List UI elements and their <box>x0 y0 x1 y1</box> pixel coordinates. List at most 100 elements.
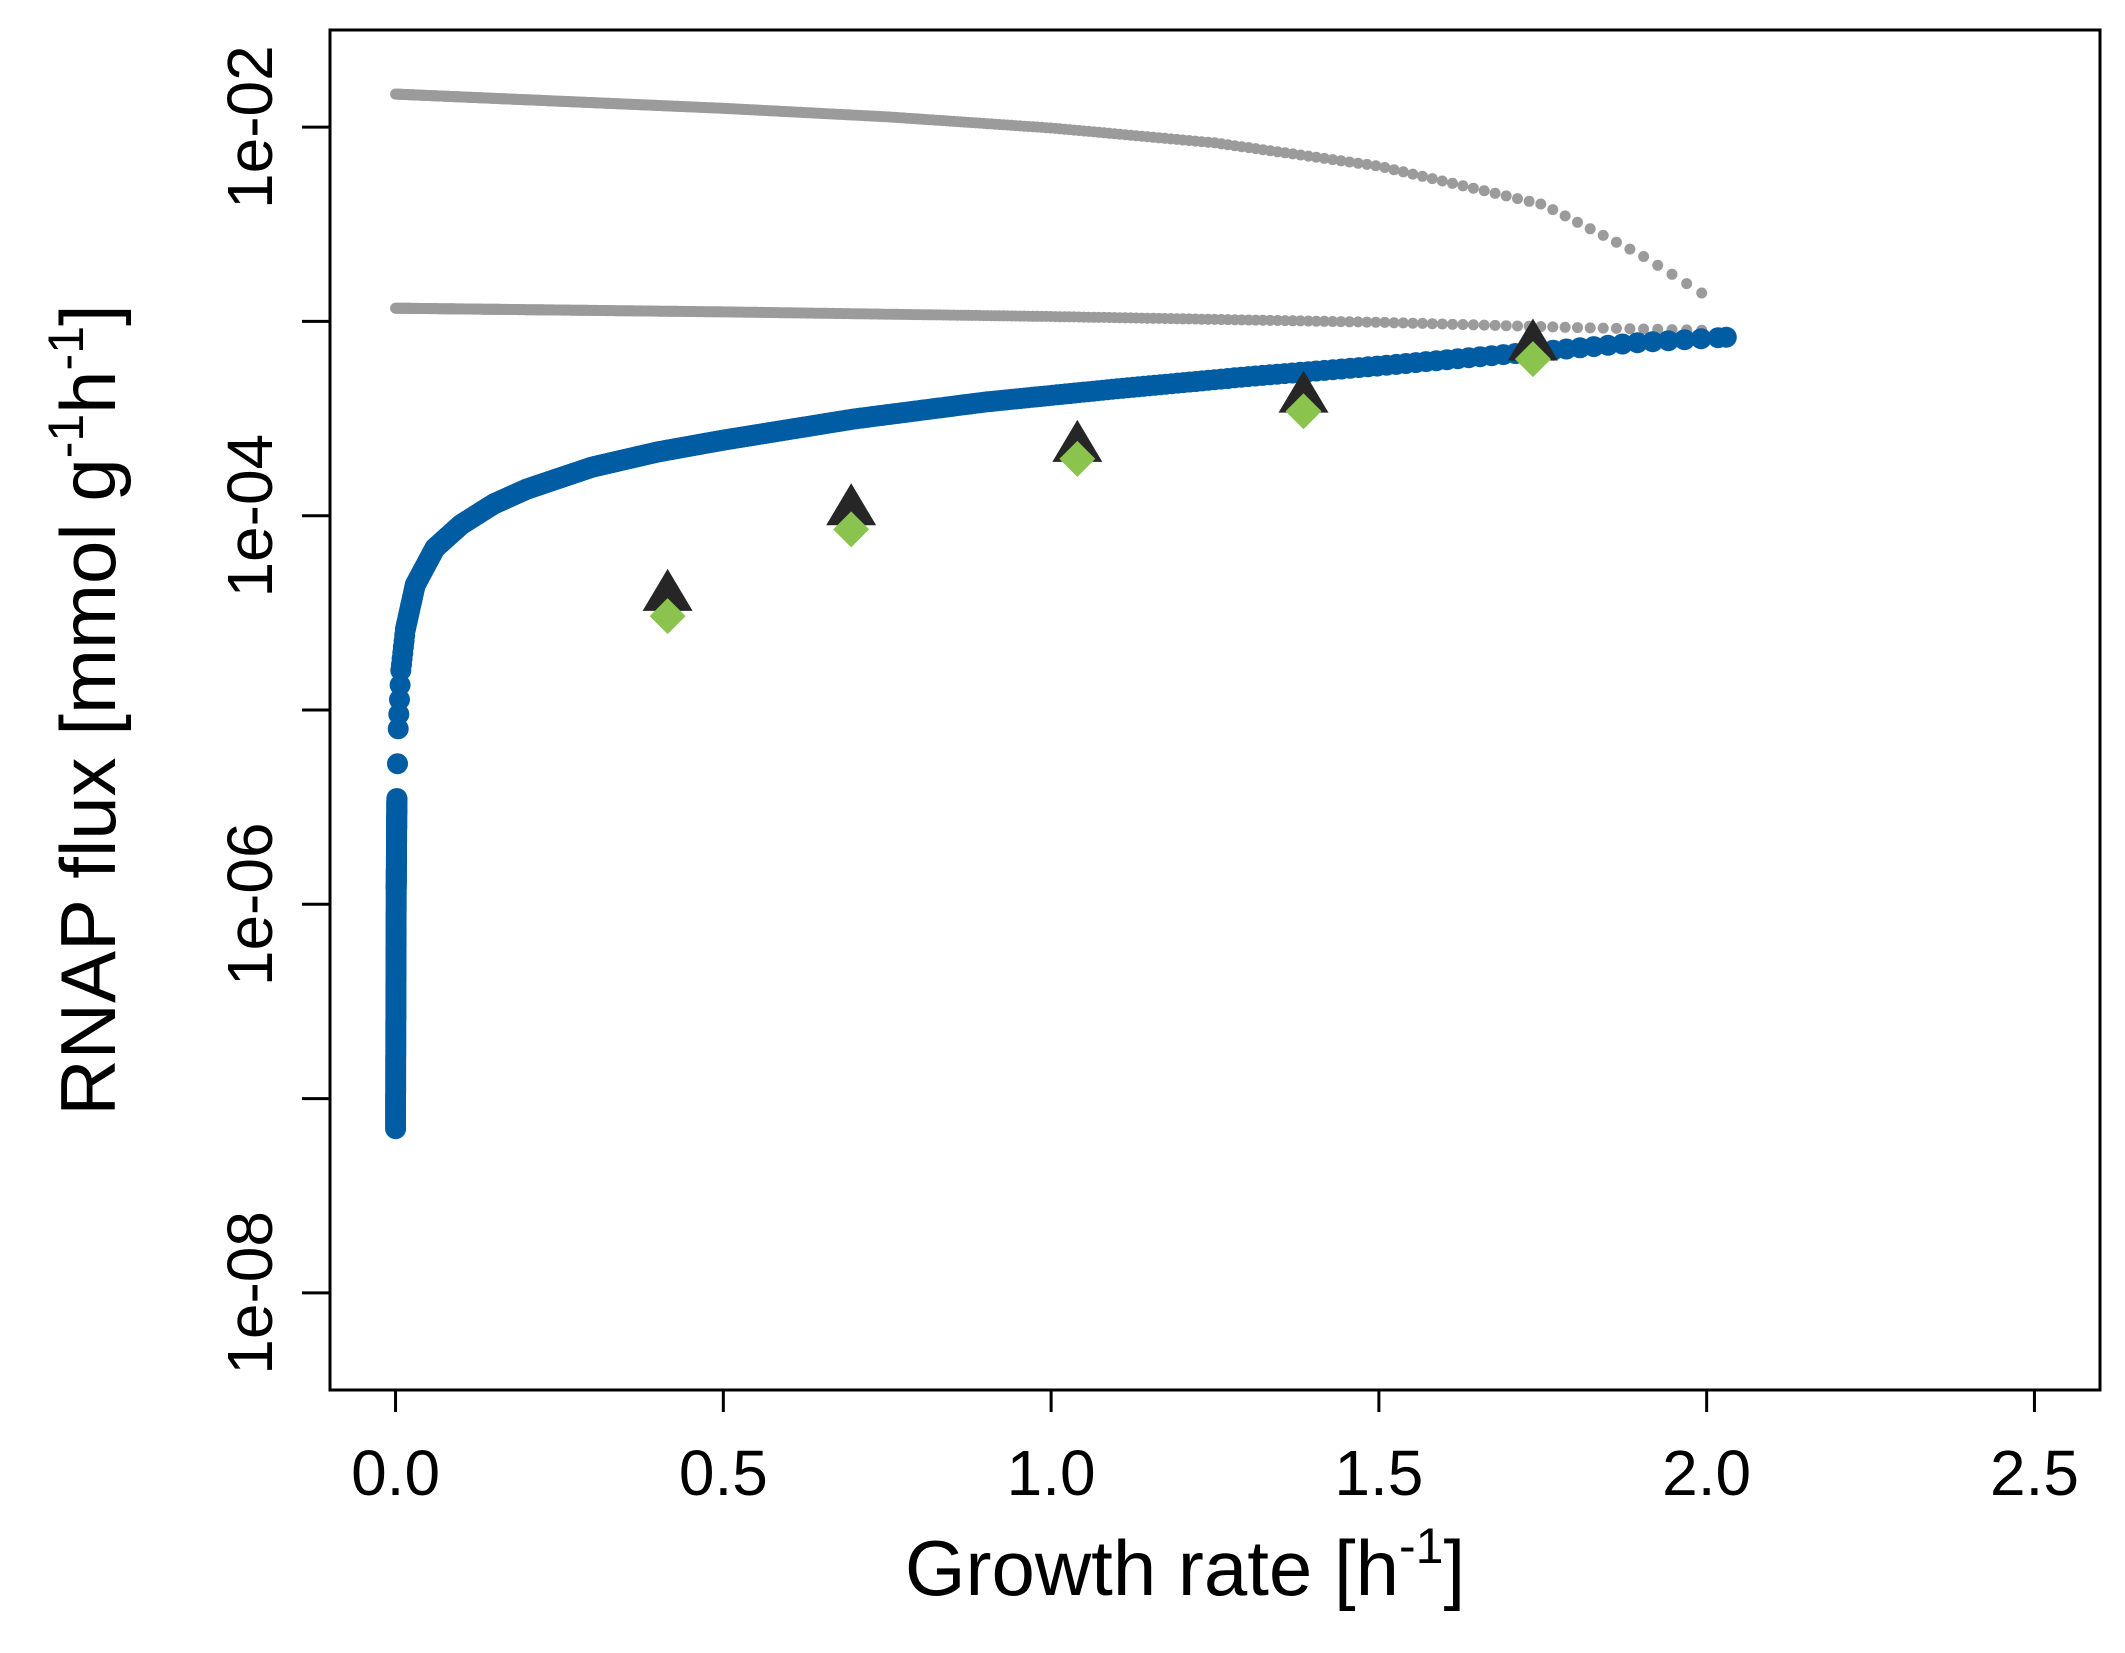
x-tick-label: 1.5 <box>1334 1437 1423 1509</box>
gray-upper-dotted-point <box>1652 259 1664 271</box>
gray-upper-dotted-point <box>1361 158 1373 170</box>
gray-lower-dotted-point <box>1379 316 1391 328</box>
x-tick-label: 2.0 <box>1662 1437 1751 1509</box>
gray-upper-dotted-point <box>1624 243 1636 255</box>
plot-frame <box>328 28 2102 1392</box>
gray-lower-dotted-point <box>1397 317 1409 329</box>
gray-lower-dotted-point <box>1610 322 1622 334</box>
gray-upper-dotted-point <box>1681 278 1693 290</box>
x-axis-title: Growth rate [h-1] <box>905 1518 1465 1612</box>
x-tick-label: 1.0 <box>1007 1437 1096 1509</box>
blue-model-point <box>1690 328 1712 350</box>
gray-lower-dotted-point <box>1417 317 1428 329</box>
gray-upper-dotted-point <box>1388 164 1400 176</box>
gray-upper-dotted-point <box>1638 251 1650 262</box>
blue-model-point <box>1715 326 1737 348</box>
x-tick-label: 2.5 <box>1990 1437 2079 1509</box>
triangle-point <box>642 568 693 611</box>
gray-lower-dotted-point <box>1489 319 1501 331</box>
y-axis: 1e-02 1e-04 1e-06 1e-08 <box>214 45 332 1375</box>
gray-lower-dotted-point <box>1457 319 1469 330</box>
gray-upper-dotted-point <box>1489 187 1501 199</box>
gray-lower-dotted-point <box>1327 316 1339 327</box>
gray-upper-dotted-point <box>1407 168 1419 180</box>
gray-upper-dotted-point <box>1447 177 1458 189</box>
gray-upper-dotted-point <box>1344 156 1355 168</box>
x-tick-label: 0.5 <box>679 1437 768 1509</box>
gray-upper-dotted-point <box>1436 175 1448 187</box>
gray-upper-dotted-point <box>1370 160 1382 172</box>
gray-lower-dotted-point <box>1361 316 1373 328</box>
gray-upper-dotted-point <box>1547 204 1559 216</box>
blue-model-point <box>1626 332 1648 354</box>
gray-upper-dotted-point <box>1478 185 1490 197</box>
gray-lower-dotted-point <box>1388 317 1400 329</box>
y-tick-label: 1e-04 <box>214 434 286 598</box>
gray-lower-dotted-point <box>1624 323 1636 335</box>
gray-upper-dotted-point <box>1512 193 1523 205</box>
gray-lower-dotted-point <box>1547 321 1559 333</box>
gray-lower-dotted-point <box>1318 315 1330 327</box>
gray-lower-dotted-point <box>1478 319 1490 331</box>
y-axis-title: RNAP flux [mmol g-1h-1] <box>38 304 132 1115</box>
blue-model-point <box>1674 329 1695 351</box>
y-tick-label: 1e-02 <box>214 45 286 209</box>
gray-upper-dotted-point <box>1318 152 1330 164</box>
gray-lower-dotted-point <box>1287 315 1299 327</box>
triangle-point <box>1278 370 1329 413</box>
gray-upper-dotted-point <box>1310 151 1322 163</box>
gray-lower-dotted-point <box>1500 320 1512 332</box>
gray-lower-dotted-point <box>1584 322 1596 334</box>
blue-model-point <box>1657 330 1679 352</box>
y-tick-label: 1e-08 <box>214 1211 286 1375</box>
gray-lower-dotted-point <box>1436 318 1448 330</box>
gray-upper-dotted-point <box>1559 210 1571 222</box>
gray-lower-dotted-point <box>1638 323 1650 335</box>
gray-upper-dotted-point <box>1666 268 1678 280</box>
gray-lower-dotted-point <box>1426 318 1438 330</box>
gray-upper-dotted-point <box>1535 198 1547 210</box>
gray-upper-dotted-point <box>1572 216 1583 228</box>
gray-upper-dotted-point <box>1696 287 1708 299</box>
gray-lower-dotted-point <box>1310 315 1322 327</box>
gray-lower-dotted-point <box>1512 320 1523 332</box>
diamond-point <box>1514 341 1551 378</box>
gray-lower-dotted-point <box>1370 316 1382 328</box>
gray-upper-dotted-point <box>1597 229 1609 241</box>
gray-lower-dotted-point <box>1572 322 1583 334</box>
x-tick-label: 0.0 <box>351 1437 440 1509</box>
triangle-point <box>1052 419 1103 462</box>
gray-upper-dotted-point <box>1327 154 1339 166</box>
gray-upper-dotted-point <box>1352 157 1364 169</box>
gray-lower-dotted-point <box>1597 322 1609 334</box>
diamond-point <box>833 511 870 548</box>
gray-upper-dotted-point <box>1467 182 1479 194</box>
gray-lower-dotted-point <box>1302 315 1314 327</box>
blue-model-point <box>386 788 408 810</box>
x-axis: 0.0 0.5 1.0 1.5 2.0 2.5 <box>351 1388 2079 1509</box>
y-tick-label: 1e-06 <box>214 822 286 986</box>
gray-lower-dotted-point <box>1407 317 1419 329</box>
gray-lower-dotted-point <box>1467 319 1479 331</box>
triangle-point <box>1507 318 1558 361</box>
gray-bound-series <box>390 88 1708 336</box>
blue-model-point <box>387 753 408 775</box>
gray-upper-dotted-point <box>1584 223 1596 235</box>
gray-upper-dotted-point <box>1417 170 1428 182</box>
diamond-series <box>649 341 1551 635</box>
gray-lower-dotted-point <box>1295 315 1306 327</box>
blue-model-point <box>1642 331 1664 353</box>
gray-upper-dotted-point <box>1426 173 1438 185</box>
diamond-point <box>649 598 686 635</box>
gray-lower-dotted-point <box>1559 321 1571 333</box>
gray-upper-dotted-point <box>1610 236 1622 248</box>
gray-upper-dotted-point <box>1379 162 1391 173</box>
gray-lower-dotted-point <box>1279 315 1291 327</box>
gray-upper-dotted-point <box>1500 190 1512 202</box>
gray-upper-dotted-point <box>1523 195 1535 207</box>
gray-lower-dotted-point <box>1352 316 1364 328</box>
gray-lower-dotted-point <box>1344 316 1355 328</box>
diamond-point <box>1285 393 1322 430</box>
gray-upper-dotted-point <box>1457 180 1469 192</box>
